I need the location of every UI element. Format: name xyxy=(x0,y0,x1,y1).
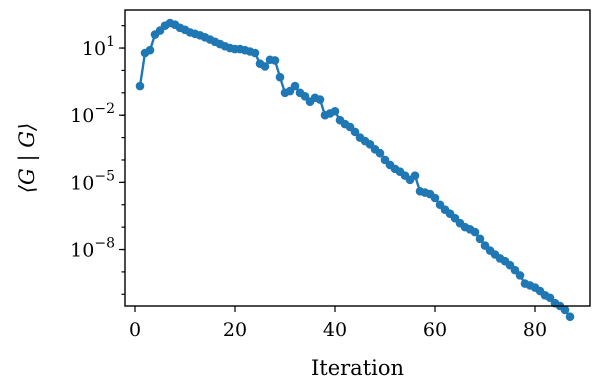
series-group xyxy=(135,18,575,321)
data-point xyxy=(515,271,525,280)
data-point xyxy=(135,81,145,91)
data-point xyxy=(350,127,360,137)
data-point xyxy=(470,227,480,237)
x-tick-label: 0 xyxy=(129,319,141,341)
data-point xyxy=(475,234,485,244)
x-tick-label: 20 xyxy=(223,319,247,341)
data-point xyxy=(250,48,260,58)
y-axis-ticks: 101 10−2 10−5 10−8 xyxy=(70,25,125,295)
data-point xyxy=(565,312,575,321)
data-point xyxy=(300,91,310,101)
data-point xyxy=(430,193,440,203)
x-tick-label: 80 xyxy=(523,319,547,341)
data-point xyxy=(545,293,555,303)
x-tick-label: 60 xyxy=(423,319,447,341)
x-tick-label: 40 xyxy=(323,319,347,341)
data-point xyxy=(270,56,280,65)
y-tick-label: 10−8 xyxy=(70,236,115,262)
y-axis-label: ⟨G | G⟩ xyxy=(15,123,40,193)
data-point xyxy=(260,62,270,71)
x-axis-ticks: 0 20 40 60 80 xyxy=(129,306,547,341)
data-point xyxy=(375,148,385,158)
data-point xyxy=(145,45,155,55)
plot-frame xyxy=(124,9,591,307)
data-point xyxy=(275,72,285,82)
y-tick-label: 10−5 xyxy=(70,168,115,194)
x-axis-label: Iteration xyxy=(311,356,404,380)
data-point xyxy=(330,106,340,116)
series-line xyxy=(138,21,571,318)
data-point xyxy=(290,81,300,91)
data-point xyxy=(410,171,420,180)
data-point xyxy=(315,95,325,104)
data-point xyxy=(560,305,570,315)
y-tick-label: 101 xyxy=(82,34,115,60)
y-tick-label: 10−2 xyxy=(70,101,115,127)
